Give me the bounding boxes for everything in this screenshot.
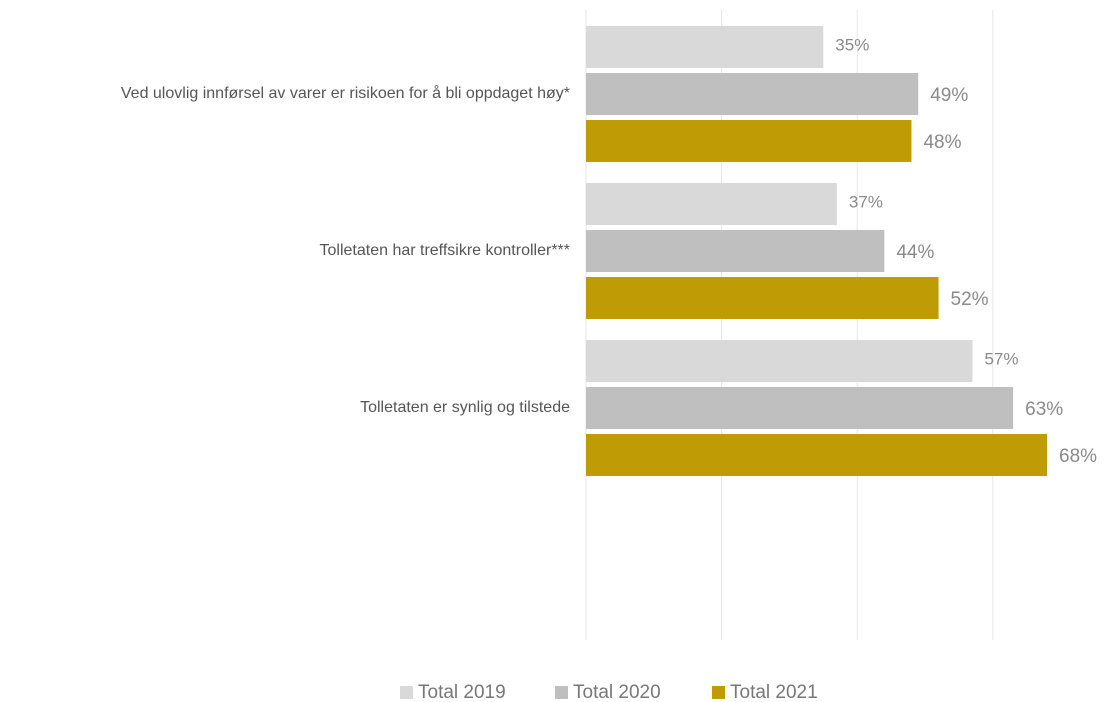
category-label-1: Tolletaten har treffsikre kontroller*** xyxy=(320,242,571,259)
bar-0-1 xyxy=(586,73,919,115)
bar-0-2 xyxy=(586,120,912,162)
data-label-1-2: 52% xyxy=(951,289,989,310)
bar-2-0 xyxy=(586,340,973,382)
data-label-2-0: 57% xyxy=(984,349,1018,368)
category-label-2: Tolletaten er synlig og tilstede xyxy=(360,399,570,416)
data-label-2-1: 63% xyxy=(1025,399,1063,420)
data-label-1-0: 37% xyxy=(849,192,883,211)
bar-1-0 xyxy=(586,183,837,225)
data-label-2-2: 68% xyxy=(1059,446,1097,467)
legend-label-1: Total 2020 xyxy=(573,682,661,702)
data-label-0-0: 35% xyxy=(835,35,869,54)
legend-label-0: Total 2019 xyxy=(418,682,506,702)
data-label-0-2: 48% xyxy=(923,132,961,153)
data-label-0-1: 49% xyxy=(930,85,968,106)
bar-2-1 xyxy=(586,387,1014,429)
legend-swatch-0 xyxy=(400,686,413,699)
bar-2-2 xyxy=(586,434,1048,476)
legend-swatch-1 xyxy=(555,686,568,699)
bar-1-2 xyxy=(586,277,939,319)
category-labels: Ved ulovlig innførsel av varer er risiko… xyxy=(121,84,570,416)
bar-0-0 xyxy=(586,26,824,68)
legend-swatch-2 xyxy=(712,686,725,699)
bars: 35% 49% 48% 37% 44% 52% 57% 63% 68% xyxy=(586,26,1097,476)
data-label-1-1: 44% xyxy=(896,242,934,263)
bar-1-1 xyxy=(586,230,885,272)
category-label-0: Ved ulovlig innførsel av varer er risiko… xyxy=(121,84,570,102)
legend: Total 2019 Total 2020 Total 2021 xyxy=(400,682,818,702)
legend-label-2: Total 2021 xyxy=(730,682,818,702)
